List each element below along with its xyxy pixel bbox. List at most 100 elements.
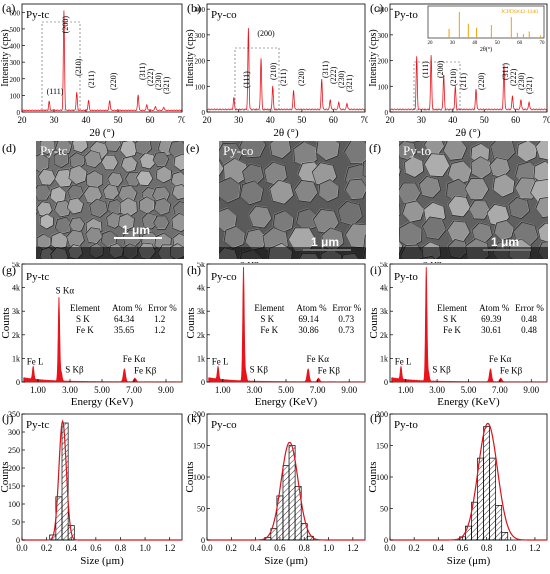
xrd-xlabel-c: 2θ (°) [455,127,481,139]
xrd-xticks-c: 20 30 40 50 60 70 [386,109,550,125]
inset-xtick-label: 60 [517,41,523,46]
xrd-ytick-label: 200 [195,58,206,66]
xrd-panel-c: (c) Py-to 0 100 200 300 400 20 30 40 50 60 70 JCP… [368,1,550,139]
sem-particle-edge [100,229,117,248]
eds-ytick-label: 2k [12,331,20,340]
inset-xtick-label: 70 [540,41,546,46]
eds-ylabel: Counts [185,307,197,338]
sem-particle [53,200,72,218]
sem-particle-edge [423,152,450,177]
sem-particle-edge [36,209,38,214]
sem-particle-edge [317,178,339,202]
sem-particle [219,177,242,204]
sem-particle-edge [239,179,264,205]
sem-particle [171,183,184,200]
xrd-xtick-label: 50 [114,115,124,125]
sem-particle-edge [170,212,184,232]
eds-spectrum [23,296,183,383]
eds-ytick-label: 3k [380,307,388,316]
sem-particle [39,141,56,155]
hist-ytick-label: 150 [376,442,388,451]
sem-particle-edge [399,220,422,248]
sem-particle-edge [272,209,294,233]
sem-particle-edge [533,160,548,184]
sem-particle [153,215,170,230]
eds-table-h2: Atom % [296,303,327,313]
sem-particle-edge [171,183,184,200]
sem-particle [36,184,52,201]
sem-particle-edge [138,152,156,169]
hist-ylabel: Counts [368,461,379,492]
sem-particle-edge [155,165,172,183]
sem-particle [399,182,422,204]
peak-211-b: (211) [279,69,288,86]
hist-fit-curve [390,422,547,541]
eds-ytick-label: 1k [380,354,388,363]
panel-letter: (i) [370,263,381,277]
panel-letter-d: (d) [2,141,16,155]
hist-panel-k: (k) Py-co 0.0 0.2 0.4 0.6 0.8 1.0 1.2 0 50 100 150 20… [185,410,366,567]
hist-ytick-label: 300 [8,428,20,437]
sem-particle-edge [152,151,169,167]
sem-particle [423,153,451,178]
eds-table-atom: 35.65 [114,325,135,335]
hist-xtick-label: 0.4 [250,543,262,553]
eds-sample-label: Py-co [211,271,237,283]
xrd-xlabel-b: 2θ (°) [273,127,299,139]
xrd-ytick-label: 300 [378,32,389,40]
eds-table-h3: Error % [148,303,177,313]
xrd-ytick-label: 300 [10,59,21,67]
xrd-panel-a: (a) Py-tc 0 100 200 300 400 500 600 20 30 40 50 60… [0,1,185,139]
peak-200-c: (200) [436,60,445,78]
hist-ytick-label: 50 [197,505,205,514]
sem-particle-edge [267,242,293,259]
xrd-dash-box-a [41,21,81,111]
sem-particle [533,160,548,185]
peak-111-c: (111) [421,61,430,78]
eds-ytick-label: 4k [12,284,20,293]
sem-particle [492,173,516,198]
sem-particle [272,210,295,234]
peak-222-b: (222) [329,66,338,84]
sem-info-bar-e [219,247,366,259]
sem-sample-label-f: Py-to [403,143,432,158]
sem-particle [269,141,292,159]
eds-table-h2: Atom % [112,303,143,313]
xrd-frame-b [206,3,366,113]
peak-fe-l: Fe L [395,356,412,366]
eds-table-element: S K [260,314,274,324]
panel-letter-f: (f) [369,141,381,155]
sem-particle-edge [103,141,121,151]
sem-particle-edge [244,228,267,250]
eds-ytick-label: 2k [380,331,388,340]
sem-image-d: Py-tc 1 μm [36,141,184,259]
sem-particle [318,179,340,203]
sem-particle-edge [36,200,52,217]
hist-xlabel: Size (μm) [447,555,491,567]
eds-table-atom: 64.34 [114,314,135,324]
sem-particle-edge [39,141,55,155]
eds-table-atom: 30.61 [481,325,501,335]
sem-particle [493,219,515,241]
sem-particle-edge [315,141,340,161]
xrd-xtick-label: 50 [480,115,490,125]
xrd-xlabel-a: 2θ (°) [89,127,115,139]
xrd-xtick-label: 60 [511,115,520,125]
xrd-ytick-label: 400 [10,43,21,51]
peak-111-b: (111) [242,71,251,88]
peak-fe-l: Fe L [212,356,229,366]
hist-xtick-label: 0.2 [226,543,237,553]
xrd-sample-label-a: Py-tc [26,9,49,21]
xrd-xtick-label: 30 [234,115,244,125]
hist-ytick-label: 250 [8,446,20,455]
sem-particle [118,213,135,232]
scale-text-d: 1 μm [122,223,151,237]
eds-ytick-label: 3k [197,307,205,316]
sem-particle [421,216,447,240]
eds-table-element: S K [76,314,90,324]
sem-particle-edge [507,238,531,259]
hist-bar [501,532,509,541]
eds-table-h1: Element [437,303,467,313]
hist-xtick-label: 0.2 [41,543,52,553]
sem-particle-edge [529,178,548,203]
